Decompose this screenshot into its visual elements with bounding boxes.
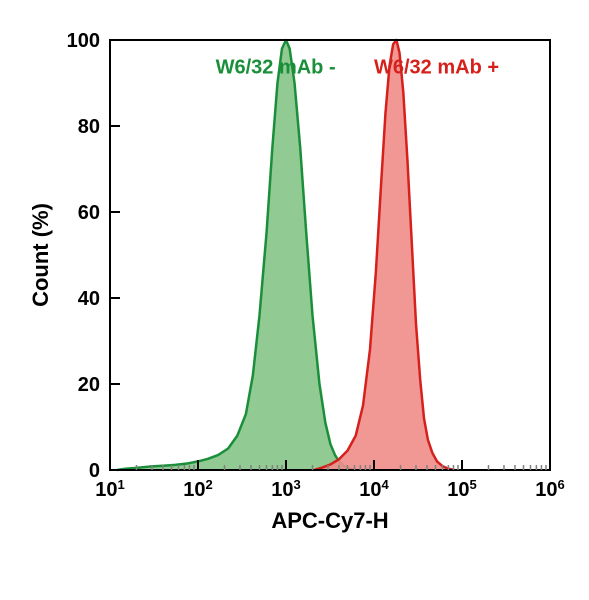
flow-cytometry-histogram: 020406080100101102103104105106Count (%)A… — [0, 0, 589, 600]
y-tick-label: 40 — [78, 288, 100, 310]
chart-svg: 020406080100101102103104105106Count (%)A… — [0, 0, 589, 600]
y-tick-label: 80 — [78, 116, 100, 138]
y-axis-label: Count (%) — [28, 203, 53, 307]
legend-label-0: W6/32 mAb - — [216, 57, 336, 79]
y-tick-label: 60 — [78, 202, 100, 224]
y-tick-label: 100 — [67, 30, 100, 52]
legend-label-1: W6/32 mAb + — [374, 57, 499, 79]
x-axis-label: APC-Cy7-H — [271, 508, 388, 533]
y-tick-label: 20 — [78, 374, 100, 396]
